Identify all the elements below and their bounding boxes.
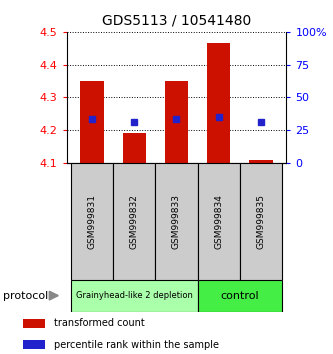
Bar — [207, 43, 230, 163]
Title: GDS5113 / 10541480: GDS5113 / 10541480 — [102, 14, 251, 28]
Bar — [113, 163, 156, 280]
Bar — [197, 280, 282, 312]
Bar — [71, 163, 113, 280]
Bar — [240, 163, 282, 280]
Text: Grainyhead-like 2 depletion: Grainyhead-like 2 depletion — [76, 291, 193, 300]
Bar — [123, 133, 146, 163]
Bar — [80, 81, 104, 163]
Bar — [23, 340, 45, 349]
Text: control: control — [220, 291, 259, 301]
Bar — [249, 160, 273, 163]
Text: percentile rank within the sample: percentile rank within the sample — [54, 339, 219, 350]
Text: GSM999832: GSM999832 — [130, 194, 139, 249]
Bar — [71, 280, 197, 312]
Bar — [165, 81, 188, 163]
Text: transformed count: transformed count — [54, 318, 145, 329]
Bar — [156, 163, 197, 280]
Text: GSM999835: GSM999835 — [256, 194, 265, 249]
Text: GSM999831: GSM999831 — [88, 194, 97, 249]
Bar — [197, 163, 240, 280]
Text: GSM999833: GSM999833 — [172, 194, 181, 249]
Text: protocol: protocol — [3, 291, 49, 301]
Bar — [23, 319, 45, 328]
Text: GSM999834: GSM999834 — [214, 194, 223, 249]
